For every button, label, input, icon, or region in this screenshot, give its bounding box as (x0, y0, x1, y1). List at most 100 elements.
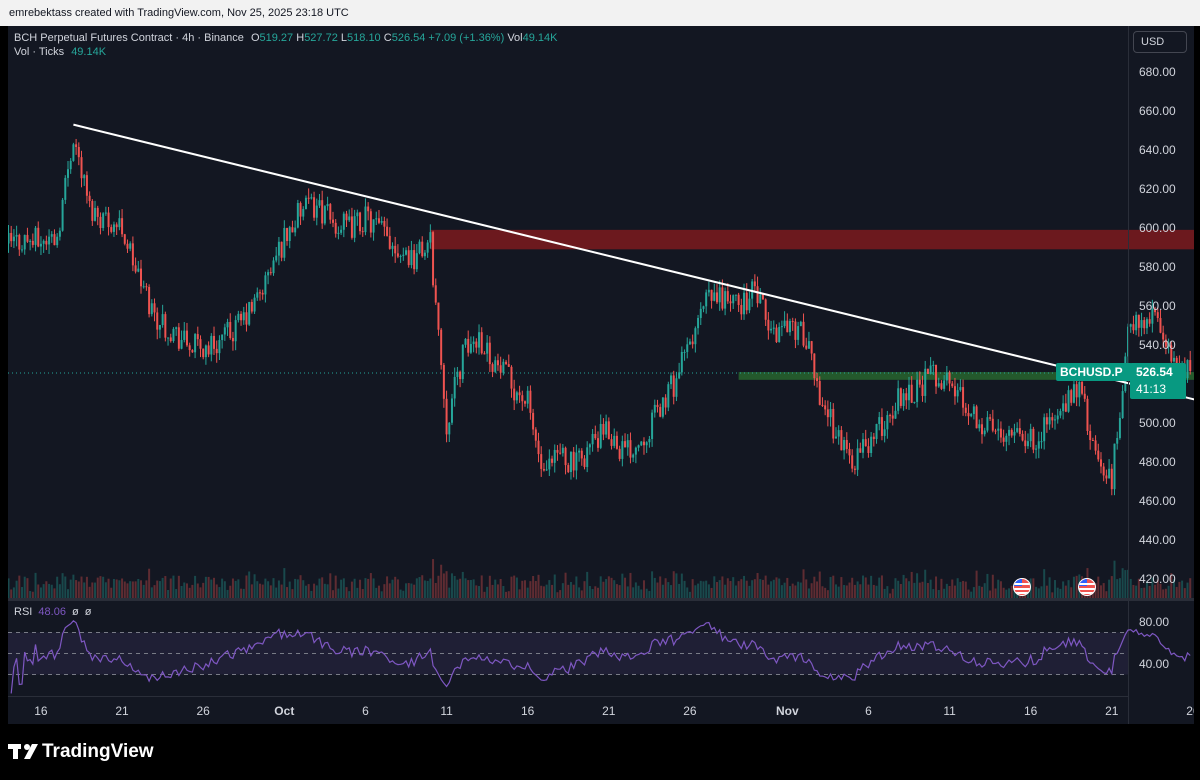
candle-body (745, 292, 748, 311)
volume-bar (453, 575, 456, 598)
volume-bar (1145, 581, 1148, 598)
candle-body (599, 423, 602, 448)
candle-body (1083, 393, 1086, 399)
volume-bar (291, 589, 294, 598)
support-zone[interactable] (738, 372, 1194, 380)
volume-bar (597, 587, 600, 598)
volume-bar (294, 578, 297, 598)
candle-body (459, 371, 462, 380)
candle-body (329, 204, 332, 220)
candle-body (299, 202, 302, 217)
candle-body (572, 451, 575, 471)
volume-bar (678, 583, 681, 598)
candle-body (286, 227, 289, 241)
candle-body (832, 408, 835, 439)
volume-legend[interactable]: Vol · Ticks 49.14K (14, 46, 107, 58)
candle-body (569, 451, 572, 473)
candle-body (591, 433, 594, 445)
resistance-zone[interactable] (430, 229, 1194, 250)
candle-body (123, 234, 126, 244)
price-tick-label: 560.00 (1139, 298, 1176, 313)
candle-body (972, 406, 975, 414)
candle-body (472, 341, 475, 345)
volume-bar (388, 583, 391, 598)
volume-bar (1110, 576, 1113, 598)
candle-body (740, 305, 743, 315)
time-tick-label: 11 (440, 704, 453, 718)
volume-bar (99, 576, 102, 598)
volume-bar (607, 576, 610, 598)
candle-body (510, 366, 513, 389)
candle-body (50, 234, 53, 237)
volume-bar (559, 590, 562, 598)
candle-body (653, 404, 656, 413)
candle-body (551, 458, 554, 463)
candle-body (824, 405, 827, 410)
volume-bar (1032, 578, 1035, 598)
candle-body (597, 438, 600, 448)
rsi-legend[interactable]: RSI 48.06 ø ø (14, 606, 92, 618)
us-flag-icon[interactable] (1013, 578, 1031, 596)
candle-body (478, 332, 481, 348)
currency-button[interactable]: USD (1133, 31, 1187, 53)
volume-bar (845, 585, 848, 598)
candle-body (150, 303, 153, 315)
volume-bar (377, 585, 380, 598)
candle-body (56, 236, 59, 246)
candle-body (840, 430, 843, 451)
volume-bar (83, 582, 86, 598)
volume-bar (945, 583, 948, 598)
volume-bar (334, 575, 337, 598)
candle-body (88, 195, 91, 201)
volume-bar (740, 579, 743, 598)
volume-bar (48, 583, 51, 598)
volume-bar (26, 578, 29, 598)
candle-body (1010, 429, 1013, 436)
price-chart-svg[interactable] (8, 26, 1194, 724)
candle-body (521, 395, 524, 402)
volume-bar (167, 589, 170, 598)
volume-bar (964, 581, 967, 598)
candle-body (786, 320, 789, 333)
us-flag-icon[interactable] (1078, 578, 1096, 596)
volume-bar (480, 575, 483, 598)
symbol-legend[interactable]: BCH Perpetual Futures Contract · 4h · Bi… (14, 32, 558, 44)
volume-bar (553, 574, 556, 598)
volume-bar (510, 576, 513, 598)
candle-body (486, 342, 489, 354)
candle-body (710, 289, 713, 301)
candle-body (1151, 308, 1154, 324)
volume-bar (423, 580, 426, 598)
candle-body (602, 423, 605, 435)
trendline[interactable] (73, 123, 1194, 411)
volume-bar (732, 577, 735, 598)
volume-bar (870, 575, 873, 598)
volume-bar (1148, 586, 1151, 598)
candle-body (1129, 324, 1132, 327)
candle-body (261, 292, 264, 295)
candle-body (978, 424, 981, 429)
volume-bar (626, 586, 629, 598)
candle-body (1040, 441, 1043, 443)
volume-bar (556, 592, 559, 598)
volume-bar (688, 591, 691, 598)
volume-bar (545, 584, 548, 598)
candle-body (494, 360, 497, 372)
volume-bar (656, 582, 659, 598)
candle-body (185, 330, 188, 346)
candle-body (80, 157, 83, 179)
volume-bar (580, 590, 583, 598)
candle-body (759, 294, 762, 304)
candle-body (491, 364, 494, 372)
volume-bar (380, 591, 383, 598)
volume-bar (302, 580, 305, 598)
candle-body (180, 339, 183, 349)
volume-bar (878, 577, 881, 598)
volume-bar (810, 583, 813, 598)
candle-body (1026, 441, 1029, 447)
candle-body (215, 348, 218, 354)
chart-area[interactable]: BCH Perpetual Futures Contract · 4h · Bi… (8, 26, 1194, 724)
volume-bar (296, 579, 299, 598)
candle-body (670, 375, 673, 385)
candle-body (199, 339, 202, 349)
